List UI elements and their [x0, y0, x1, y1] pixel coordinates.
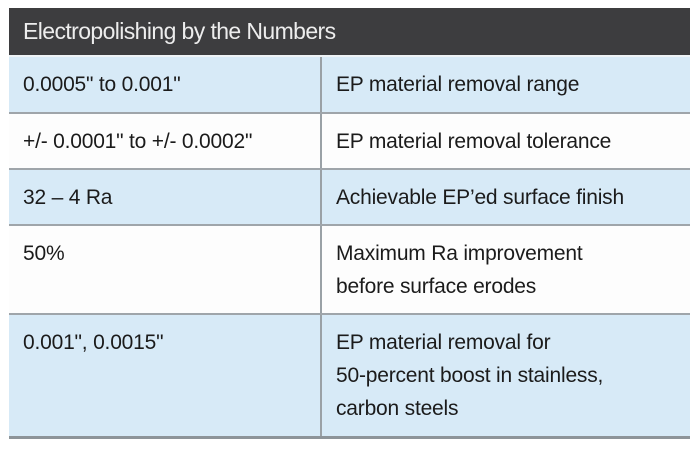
description-cell: EP material removal for 50-percent boost… — [320, 315, 690, 436]
value-cell: 0.001", 0.0015" — [23, 331, 164, 354]
table-row: +/- 0.0001" to +/- 0.0002" EP material r… — [9, 112, 690, 168]
table-row: 50% Maximum Ra improvement before surfac… — [9, 224, 690, 313]
value-cell: 50% — [23, 242, 65, 265]
table-row: 0.0005" to 0.001" EP material removal ra… — [9, 57, 690, 112]
electropolishing-table: Electropolishing by the Numbers 0.0005" … — [9, 8, 690, 439]
description-cell: Maximum Ra improvement before surface er… — [320, 226, 690, 313]
table-row: 0.001", 0.0015" EP material removal for … — [9, 313, 690, 436]
table-row: 32 – 4 Ra Achievable EP’ed surface finis… — [9, 168, 690, 224]
value-cell: 32 – 4 Ra — [23, 186, 113, 209]
value-cell: +/- 0.0001" to +/- 0.0002" — [23, 130, 253, 153]
table-title-bar: Electropolishing by the Numbers — [9, 8, 690, 57]
value-cell: 0.0005" to 0.001" — [23, 73, 181, 96]
table-title: Electropolishing by the Numbers — [23, 18, 336, 44]
description-cell: EP material removal tolerance — [320, 114, 690, 168]
description-cell: Achievable EP’ed surface finish — [320, 170, 690, 224]
description-cell: EP material removal range — [320, 57, 690, 112]
